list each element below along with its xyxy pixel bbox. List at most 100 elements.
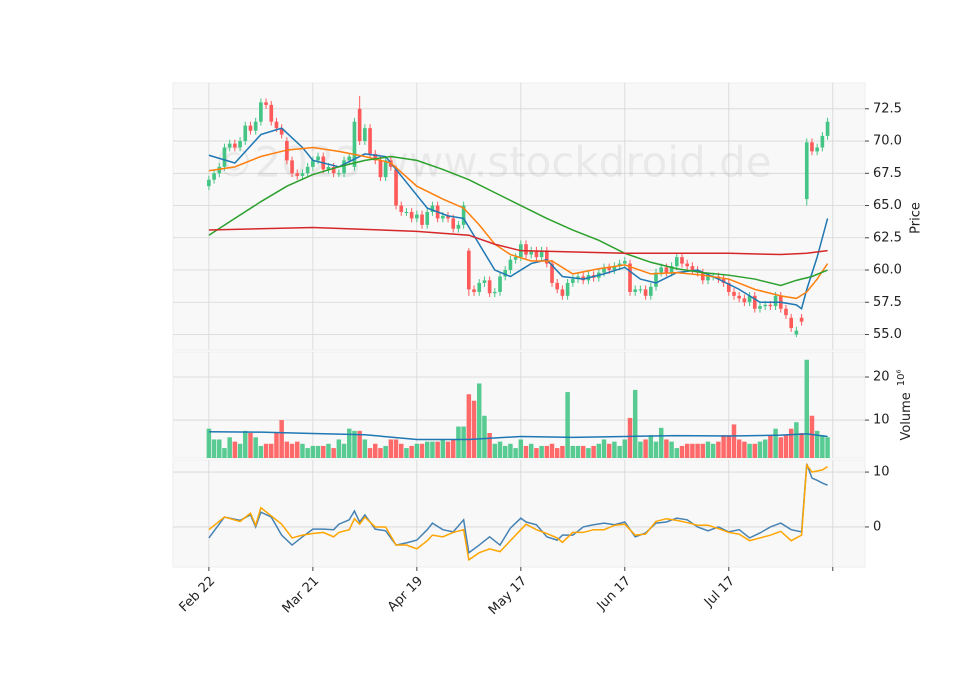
line-series [208, 226, 828, 256]
volume-bar [752, 443, 758, 458]
volume-bar [794, 422, 799, 458]
y-tick-label: 67.5 [873, 166, 902, 181]
volume-bar [586, 448, 591, 458]
candle-body [742, 298, 747, 303]
volume-bar [601, 439, 607, 458]
volume-bar [440, 439, 446, 458]
volume-bar [627, 417, 633, 458]
volume-bar [217, 439, 222, 458]
candle-body [503, 270, 508, 277]
y-tick-label: 72.5 [873, 101, 902, 116]
candle-body [212, 173, 216, 180]
candle-body [654, 272, 658, 287]
volume-bar [570, 445, 576, 458]
volume-bar [347, 428, 352, 458]
volume-bar [414, 443, 420, 458]
candle-body [300, 173, 305, 176]
candle-body [794, 330, 799, 335]
volume-bar [476, 383, 482, 458]
candle-body [815, 147, 819, 152]
volume-bar [705, 441, 711, 458]
candle-body [441, 215, 445, 219]
volume-bar [274, 433, 279, 458]
volume-label: Volume [899, 392, 914, 440]
volume-bar [825, 437, 830, 458]
x-tick-label: May 17 [486, 574, 530, 618]
candle-body [342, 160, 346, 174]
candle-body [363, 128, 367, 142]
watermark: ©2023 www.stockdroid.de [212, 138, 771, 187]
volume-bar [502, 445, 508, 458]
volume-bar [726, 435, 732, 458]
candle-body [690, 266, 695, 271]
volume-bar [638, 441, 643, 458]
candle-body [643, 289, 648, 296]
candle-body [446, 215, 450, 219]
volume-bar [523, 445, 529, 458]
volume-bar [253, 437, 258, 458]
volume-bar [690, 443, 695, 458]
candle-body [565, 282, 570, 296]
candle-body [680, 257, 684, 264]
candle-body [425, 211, 430, 225]
candle-body [378, 160, 383, 178]
volume-bar [482, 415, 487, 458]
volume-bar [544, 445, 550, 458]
candle-body [347, 156, 352, 161]
candle-body [233, 143, 237, 148]
candle-body [461, 205, 466, 225]
volume-bar [612, 441, 617, 458]
volume-bar [471, 400, 477, 458]
candle-body [674, 257, 679, 267]
y-tick-label: 0 [873, 519, 881, 534]
candle-body [648, 286, 653, 296]
candle-body [628, 263, 632, 292]
volume-bar [315, 445, 321, 458]
panel-background [172, 459, 866, 568]
volume-bar [367, 448, 373, 458]
candle-body [404, 211, 409, 213]
volume-bar [768, 435, 773, 458]
y-tick-label: 70.0 [873, 134, 902, 149]
candle-body [337, 173, 341, 175]
candle-body [539, 250, 544, 258]
candle-body [243, 125, 248, 142]
candle-body [737, 295, 742, 299]
candle-body [326, 166, 331, 170]
candle-body [279, 128, 284, 135]
y-tick-label: 62.5 [873, 230, 902, 245]
volume-bar [757, 441, 763, 458]
volume-bar [820, 435, 825, 458]
candle-body [768, 304, 773, 307]
volume-bar [721, 435, 726, 458]
volume-bar [742, 441, 747, 458]
candle-body [368, 128, 372, 154]
volume-bar [352, 430, 357, 458]
volume-bar [617, 445, 622, 458]
y-tick-label: 65.0 [873, 198, 902, 213]
candle-body [253, 121, 258, 131]
x-tick-label: Mar 21 [280, 574, 323, 617]
candle-body [451, 218, 456, 229]
volume-bar [783, 435, 789, 458]
volume-bar [695, 443, 700, 458]
y-tick-label: 57.5 [873, 295, 902, 310]
volume-bar [211, 439, 217, 458]
volume-bar [445, 441, 451, 458]
volume-bar [679, 445, 685, 458]
volume-bar [378, 448, 383, 458]
volume-multiplier: 10⁶ [896, 369, 907, 386]
candle-body [269, 104, 274, 122]
volume-bar [222, 448, 227, 458]
candle-body [607, 267, 612, 271]
price-axis-label: Price [909, 202, 924, 234]
candle-body [383, 160, 388, 178]
candle-body [456, 224, 461, 229]
volume-bar [653, 441, 659, 458]
volume-bar [596, 443, 602, 458]
candle-body [487, 280, 492, 294]
volume-bar [700, 443, 706, 458]
candle-body [747, 295, 752, 303]
line-series [208, 462, 828, 562]
